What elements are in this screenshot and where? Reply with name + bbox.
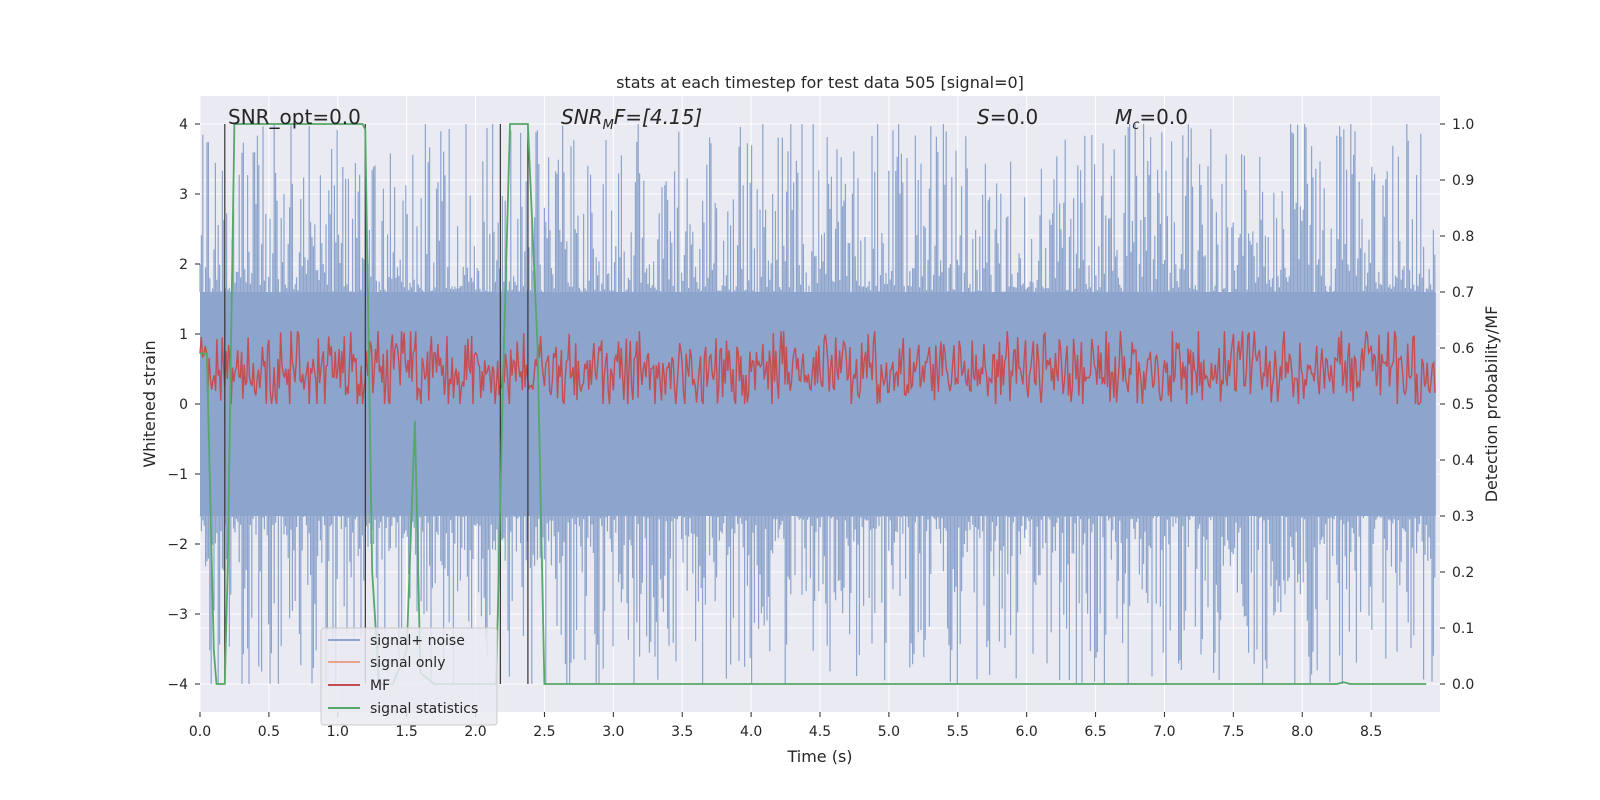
y-axis-title-right: Detection probability/MF: [1482, 306, 1501, 503]
x-tick-label: 5.0: [878, 724, 900, 740]
y-right-tick-label: 0.4: [1452, 453, 1474, 469]
annotation-s: S=0.0: [977, 105, 1038, 129]
series-mf: [199, 330, 1436, 405]
x-tick-label: 5.5: [947, 724, 969, 740]
x-tick-label: 3.0: [602, 724, 624, 740]
y-right-tick-label: 1.0: [1452, 117, 1474, 133]
annotation-snr-opt: SNR_opt=0.0: [228, 105, 361, 129]
x-tick-label: 4.5: [809, 724, 831, 740]
x-tick-label: 6.0: [1016, 724, 1038, 740]
y-tick-label: 3: [179, 187, 188, 203]
x-tick-label: 1.5: [396, 724, 418, 740]
y-tick-label: −4: [167, 677, 188, 693]
chart-title: stats at each timestep for test data 505…: [616, 73, 1024, 92]
y-right-tick-label: 0.6: [1452, 341, 1474, 357]
y-right-tick-label: 0.5: [1452, 397, 1474, 413]
legend-label-signal-statistics: signal statistics: [370, 701, 478, 717]
x-tick-label: 8.5: [1360, 724, 1382, 740]
x-tick-label: 3.5: [671, 724, 693, 740]
signal-noise-spikes: [199, 124, 1436, 684]
x-tick-label: 6.5: [1084, 724, 1106, 740]
annotation-mc-sub: c: [1132, 118, 1139, 133]
y-tick-label: −1: [167, 467, 188, 483]
signal-noise-core: [200, 292, 1436, 516]
y-tick-label: 0: [179, 397, 188, 413]
legend: signal+ noise signal only MF signal stat…: [320, 627, 498, 726]
y-right-tick-label: 0.8: [1452, 229, 1474, 245]
y-tick-label: 4: [179, 117, 188, 133]
x-tick-label: 7.5: [1222, 724, 1244, 740]
x-tick-label: 2.0: [464, 724, 486, 740]
signal-noise-band: [200, 292, 1436, 516]
annotation-snr-mf-tail: F=[4.15]: [614, 105, 702, 129]
legend-label-signal-only: signal only: [370, 655, 445, 671]
vertical-lines: [224, 124, 529, 684]
y-ticks-left: 4 3 2 1 0 −1 −2 −3 −4: [167, 117, 200, 693]
x-axis-title: Time (s): [786, 747, 852, 766]
signal-noise-spikes-up: [199, 124, 1436, 292]
x-ticks: 0.0 0.5 1.0 1.5 2.0 2.5 3.0 3.5 4.0 4.5 5.0 5.5 6.0 6…: [189, 712, 1382, 740]
y-right-tick-label: 0.1: [1452, 621, 1474, 637]
y-tick-label: −3: [167, 607, 188, 623]
x-tick-label: 7.0: [1153, 724, 1175, 740]
y-tick-label: 2: [179, 257, 188, 273]
y-right-tick-label: 0.0: [1452, 677, 1474, 693]
x-tick-label: 0.5: [258, 724, 280, 740]
legend-label-mf: MF: [370, 678, 390, 694]
x-tick-label: 1.0: [327, 724, 349, 740]
annotation-mc-label: M: [1115, 105, 1132, 129]
y-right-tick-label: 0.3: [1452, 509, 1474, 525]
annotation-mc-value: =0.0: [1139, 105, 1188, 129]
annotation-s-value: =0.0: [990, 105, 1039, 129]
signal-noise-spikes-down: [199, 516, 1436, 684]
y-right-tick-label: 0.9: [1452, 173, 1474, 189]
legend-label-signal-noise: signal+ noise: [370, 633, 465, 649]
x-tick-label: 8.0: [1291, 724, 1313, 740]
annotation-mc: Mc=0.0: [1115, 105, 1188, 133]
y-right-tick-label: 0.7: [1452, 285, 1474, 301]
annotation-snr-mf-base: SNR: [561, 105, 603, 129]
y-axis-title-left: Whitened strain: [140, 340, 159, 467]
annotation-snr-mf-sub: M: [603, 118, 614, 133]
annotation-s-label: S: [977, 105, 990, 129]
y-tick-label: 1: [179, 327, 188, 343]
annotation-snr-mf: SNRMF=[4.15]: [561, 105, 702, 133]
legend-box: [320, 627, 498, 726]
y-ticks-right: 1.0 0.9 0.8 0.7 0.6 0.5 0.4 0.3 0.2 0.1 0.0: [1440, 117, 1474, 693]
y-tick-label: −2: [167, 537, 188, 553]
series-signal-statistics: [200, 123, 1427, 685]
signal-statistics-layer: [200, 123, 1427, 685]
x-tick-label: 0.0: [189, 724, 211, 740]
mf-layer: [199, 330, 1436, 405]
x-tick-label: 4.0: [740, 724, 762, 740]
y-right-tick-label: 0.2: [1452, 565, 1474, 581]
x-tick-label: 2.5: [533, 724, 555, 740]
